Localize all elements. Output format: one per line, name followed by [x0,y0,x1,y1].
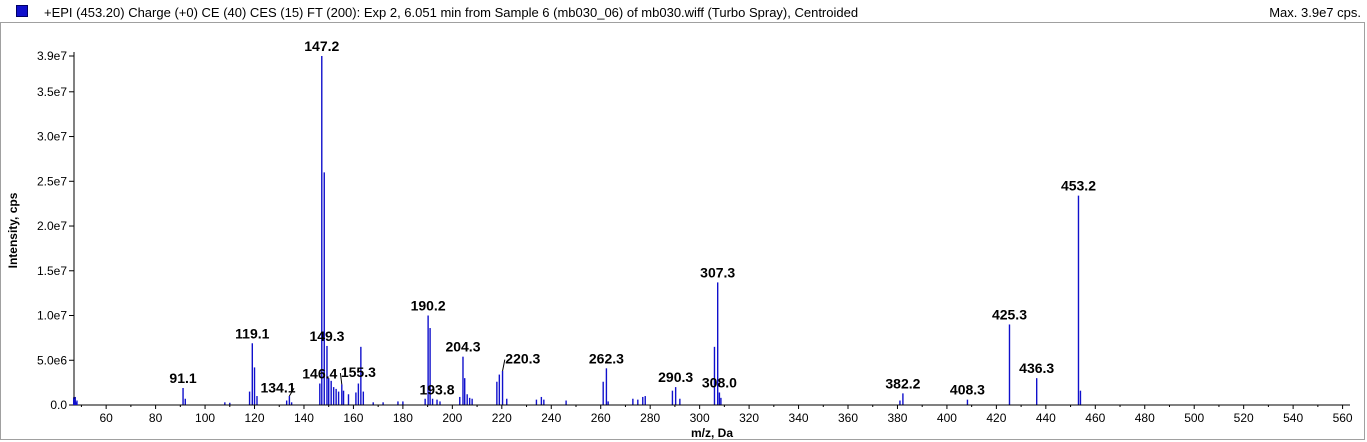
max-intensity-label: Max. 3.9e7 cps. [1269,5,1361,20]
peak-label: 408.3 [950,382,985,398]
peak-label: 134.1 [260,379,295,395]
peak-label: 147.2 [304,38,339,54]
peak-label: 193.8 [419,382,454,398]
peak-label-leader [288,388,295,397]
x-tick-label: 480 [1135,411,1155,425]
y-tick-label: 3.5e7 [37,85,67,99]
peak-label: 204.3 [445,339,480,355]
x-tick-label: 500 [1184,411,1204,425]
origin-marker [73,397,78,405]
x-tick-label: 460 [1085,411,1105,425]
x-tick-label: 180 [393,411,413,425]
peak-labels: 91.1 119.1 134.1 146.4 147.2 149.3 155.3 190.2 1… [169,38,1096,398]
peak-label-leader [339,372,343,385]
x-tick-label: 200 [442,411,462,425]
x-tick-label: 560 [1333,411,1353,425]
axes: 60 80 100 120 140 160 180 200 220 240 260 280 300 320… [37,49,1353,425]
peak-label: 91.1 [169,370,196,386]
peak-label: 425.3 [992,306,1027,322]
peak-label: 307.3 [700,264,735,280]
y-tick-label: 1.0e7 [37,309,67,323]
x-tick-label: 260 [591,411,611,425]
peak-label: 155.3 [341,364,376,380]
peak-label: 119.1 [235,325,269,341]
peak-label: 290.3 [658,369,693,385]
x-tick-label: 400 [937,411,957,425]
x-tick-label: 420 [986,411,1006,425]
peak-label: 146.4 [302,366,337,382]
peak-label: 453.2 [1061,178,1096,194]
x-tick-label: 220 [492,411,512,425]
x-tick-label: 100 [195,411,215,425]
peak-bars [74,56,1082,405]
y-tick-label: 2.5e7 [37,174,67,188]
y-tick-label: 2.0e7 [37,219,67,233]
x-tick-label: 440 [1036,411,1056,425]
spectrum-header: +EPI (453.20) Charge (+0) CE (40) CES (1… [0,0,1367,26]
y-tick-label: 1.5e7 [37,264,67,278]
x-tick-label: 360 [838,411,858,425]
peak-label: 149.3 [309,328,344,344]
peak-label: 436.3 [1019,360,1054,376]
x-tick-label: 540 [1283,411,1303,425]
x-tick-label: 140 [294,411,314,425]
x-tick-label: 160 [343,411,363,425]
x-tick-label: 320 [739,411,759,425]
x-tick-label: 340 [789,411,809,425]
spectrum-title: +EPI (453.20) Charge (+0) CE (40) CES (1… [44,5,859,20]
x-tick-label: 240 [541,411,561,425]
x-tick-label: 520 [1234,411,1254,425]
y-tick-label: 0.0 [50,398,67,412]
x-tick-label: 300 [690,411,710,425]
peak-label: 308.0 [702,374,737,390]
peak-label: 382.2 [885,375,920,391]
peak-label: 262.3 [589,350,624,366]
x-tick-label: 80 [149,411,163,425]
y-tick-label: 3.9e7 [37,49,67,63]
x-tick-label: 380 [887,411,907,425]
y-tick-label: 3.0e7 [37,130,67,144]
series-legend-swatch [16,5,28,17]
peak-label-leaders [288,359,506,397]
x-tick-label: 280 [640,411,660,425]
peak-label-leader [502,359,506,372]
x-tick-label: 60 [99,411,113,425]
x-tick-label: 120 [245,411,265,425]
peak-label: 220.3 [505,351,540,367]
y-tick-label: 5.0e6 [37,353,67,367]
peak-label: 190.2 [411,298,446,314]
x-axis-title: m/z, Da [691,426,733,440]
y-axis-title: Intensity, cps [6,192,20,268]
